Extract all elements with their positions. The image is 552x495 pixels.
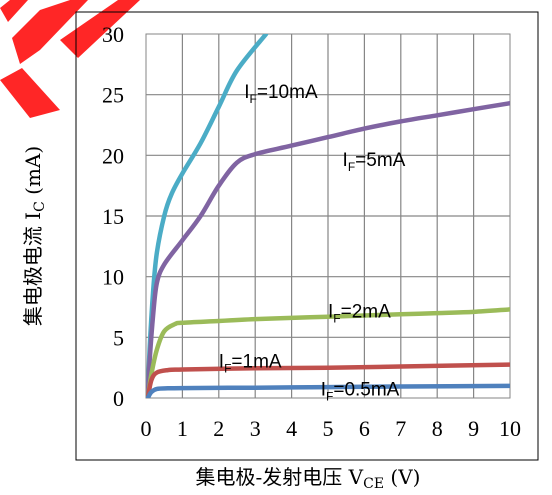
y-tick-label: 25 xyxy=(102,83,124,108)
series-lines xyxy=(146,34,510,398)
series-label: IF=0.5mA xyxy=(321,379,400,403)
series-line xyxy=(146,383,510,398)
series-line xyxy=(146,307,510,398)
y-tick-label: 5 xyxy=(113,325,124,350)
y-tick-label: 10 xyxy=(102,265,124,290)
series-labels: IF=10mA IF=5mA IF=2mA IF=1mA IF=0.5mA xyxy=(219,82,406,403)
series-label: IF=1mA xyxy=(219,351,282,375)
series-label: IF=5mA xyxy=(343,150,406,174)
red-stamp-watermark xyxy=(0,0,140,118)
y-axis-ticks: 0 5 10 15 20 25 30 xyxy=(102,22,124,411)
y-tick-label: 0 xyxy=(113,386,124,411)
series-line xyxy=(146,100,510,398)
x-tick-label: 10 xyxy=(499,416,521,441)
y-tick-label: 15 xyxy=(102,204,124,229)
series-label: IF=10mA xyxy=(244,82,318,106)
x-tick-label: 6 xyxy=(359,416,370,441)
x-tick-label: 2 xyxy=(213,416,224,441)
y-tick-label: 30 xyxy=(102,22,124,47)
x-tick-label: 3 xyxy=(250,416,261,441)
x-axis-ticks: 0 1 2 3 4 5 6 7 8 9 10 xyxy=(141,416,522,441)
x-tick-label: 5 xyxy=(323,416,334,441)
series-label: IF=2mA xyxy=(328,302,391,326)
chart-frame xyxy=(75,11,539,461)
x-axis-title: 集电极-发射电压 VCE (V) xyxy=(196,465,421,492)
x-tick-label: 9 xyxy=(468,416,479,441)
x-tick-label: 1 xyxy=(177,416,188,441)
x-tick-label: 7 xyxy=(395,416,406,441)
x-tick-label: 4 xyxy=(286,416,297,441)
x-tick-label: 8 xyxy=(432,416,443,441)
series-line xyxy=(146,362,510,398)
x-tick-label: 0 xyxy=(141,416,152,441)
y-tick-label: 20 xyxy=(102,143,124,168)
y-axis-title: 集电极电流 IC (mA) xyxy=(21,146,48,326)
grid xyxy=(145,33,511,399)
